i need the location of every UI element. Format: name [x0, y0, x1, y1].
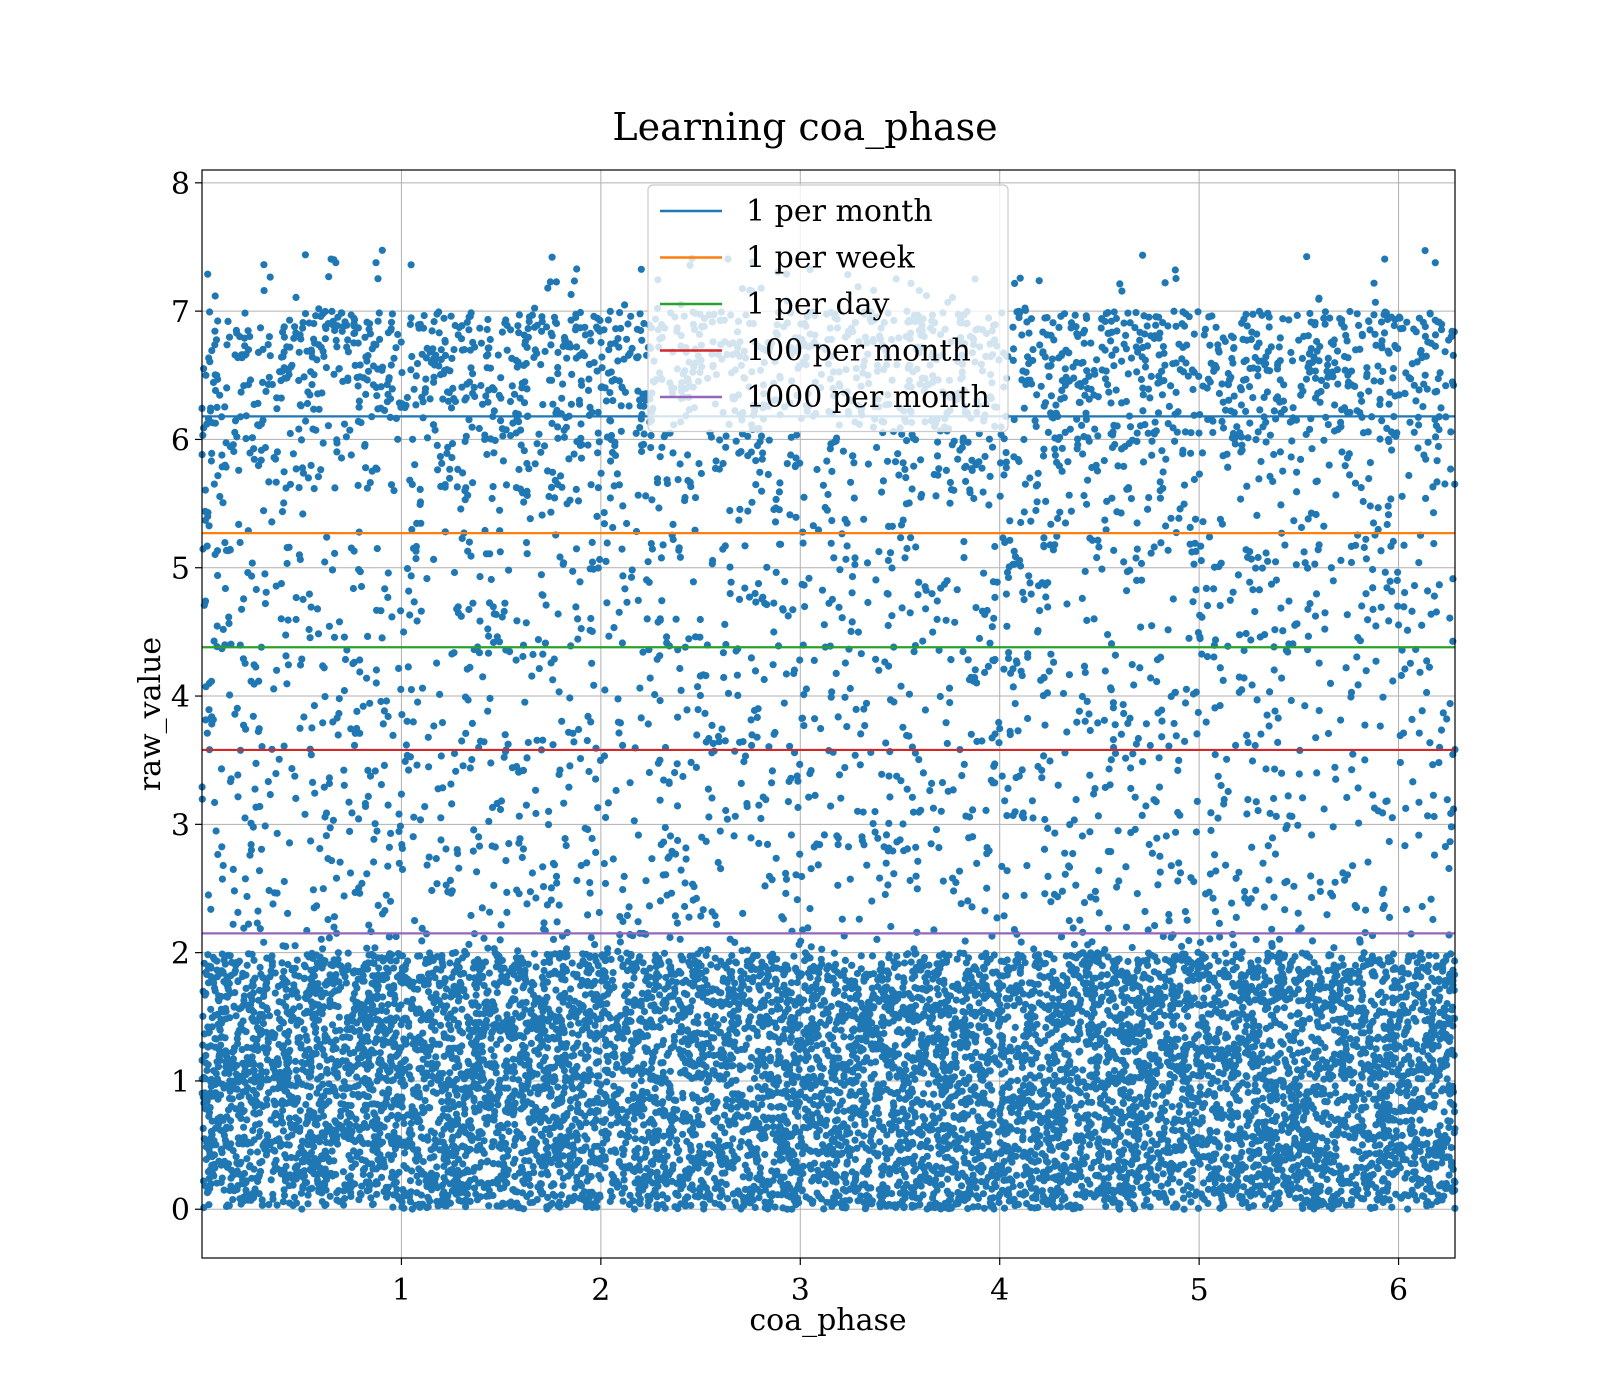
x-tick-label: 3: [791, 1273, 810, 1308]
legend: 1 per month 1 per week 1 per day 100 per mo…: [647, 184, 1009, 433]
y-tick-label: 6: [171, 423, 190, 458]
y-tick-label: 4: [171, 680, 190, 715]
y-tick-label: 0: [171, 1193, 190, 1228]
x-tick-label: 1: [392, 1273, 411, 1308]
reference-lines: [202, 415, 1455, 935]
x-tick-label: 2: [591, 1273, 610, 1308]
y-tick-label: 7: [171, 295, 190, 330]
x-tick-label: 6: [1389, 1273, 1408, 1308]
y-tick-label: 2: [171, 937, 190, 972]
y-tick-label: 5: [171, 552, 190, 587]
legend-label: 1000 per month: [746, 380, 990, 415]
x-axis-label: coa_phase: [749, 1303, 906, 1338]
legend-box: [647, 184, 1009, 433]
legend-label: 1 per week: [746, 241, 916, 276]
legend-label: 100 per month: [746, 334, 971, 369]
plot-frame: [201, 169, 1456, 1259]
y-axis-label: raw_value: [133, 637, 168, 791]
y-tick-label: 3: [171, 808, 190, 843]
axis-ticks: 1 2 3 4 5 6 0 1 2 3 4 5 6 7 8: [171, 167, 1408, 1308]
scatter-points: [198, 246, 1459, 1213]
x-tick-label: 4: [990, 1273, 1009, 1308]
legend-label: 1 per month: [746, 194, 933, 229]
legend-label: 1 per day: [746, 287, 890, 322]
x-tick-label: 5: [1190, 1273, 1209, 1308]
y-tick-label: 1: [171, 1065, 190, 1100]
chart-title: Learning coa_phase: [612, 105, 997, 150]
scatter-point-cloud: [198, 246, 1459, 1213]
y-tick-label: 8: [171, 167, 190, 202]
